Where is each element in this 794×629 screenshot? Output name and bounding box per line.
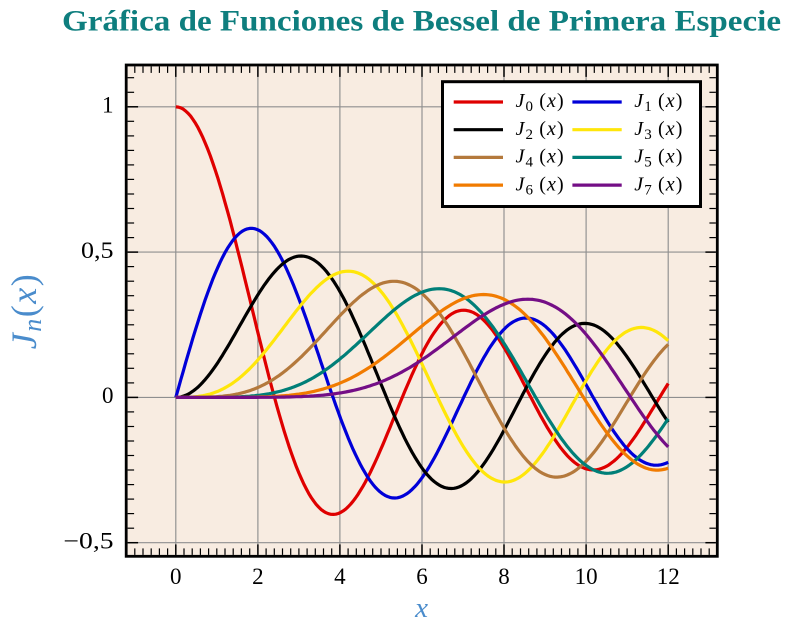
svg-text:4: 4 xyxy=(334,564,346,589)
svg-text:J3 (x): J3 (x) xyxy=(634,118,683,143)
svg-text:x: x xyxy=(414,592,428,624)
svg-text:8: 8 xyxy=(498,564,510,589)
svg-text:0: 0 xyxy=(102,383,114,408)
svg-text:J0 (x): J0 (x) xyxy=(516,90,565,115)
svg-text:12: 12 xyxy=(657,564,680,589)
svg-text:J4 (x): J4 (x) xyxy=(516,146,565,171)
svg-text:J5 (x): J5 (x) xyxy=(634,146,683,171)
svg-text:6: 6 xyxy=(416,564,428,589)
svg-text:2: 2 xyxy=(252,564,264,589)
svg-text:J2 (x): J2 (x) xyxy=(516,118,565,143)
svg-text:J7 (x): J7 (x) xyxy=(634,173,683,198)
svg-text:1: 1 xyxy=(102,93,114,118)
svg-text:0: 0 xyxy=(170,564,182,589)
svg-text:−0,5: −0,5 xyxy=(64,529,114,554)
svg-text:Gráfica de Funciones de Bessel: Gráfica de Funciones de Bessel de Primer… xyxy=(62,4,781,37)
svg-text:10: 10 xyxy=(575,564,598,589)
svg-text:J6 (x): J6 (x) xyxy=(516,173,565,198)
svg-text:Jn(x): Jn(x) xyxy=(4,273,47,349)
svg-text:J1 (x): J1 (x) xyxy=(634,90,683,115)
svg-text:0,5: 0,5 xyxy=(81,238,114,263)
